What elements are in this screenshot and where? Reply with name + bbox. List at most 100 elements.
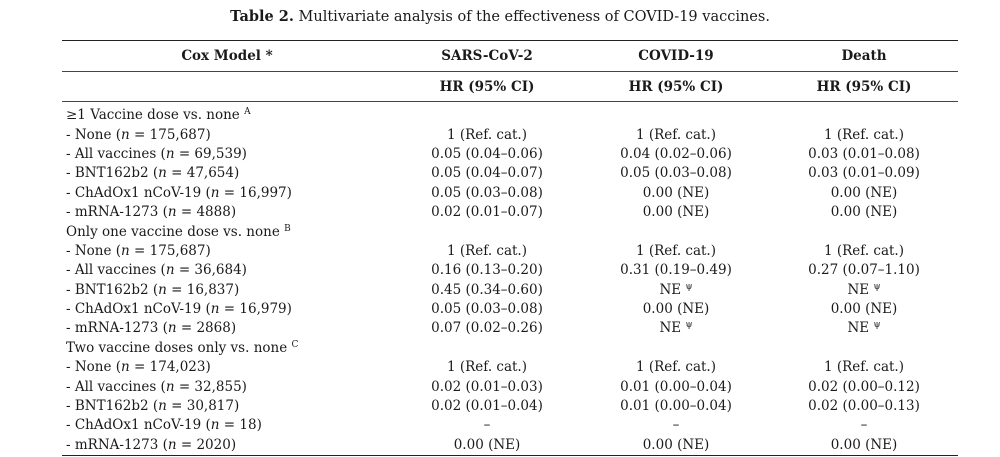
- row-label-count: = 2868): [176, 320, 237, 337]
- cell-sars-cov-2: 0.02 (0.01–0.07): [431, 204, 543, 221]
- row-label-n: n: [165, 378, 175, 395]
- row-label-n: n: [121, 126, 130, 143]
- cell-death: 1 (Ref. cat.): [824, 126, 904, 143]
- row-label-count: = 175,687): [129, 126, 211, 143]
- row-label-n: n: [158, 398, 167, 415]
- row-label-name: - None (: [66, 126, 122, 143]
- table-row: - BNT162b2 (n = 16,837) 0.45 (0.34–0.60) N…: [62, 281, 958, 300]
- cell-death: 0.00 (NE): [770, 435, 958, 457]
- section-header-row: ≥1 Vaccine dose vs. none A: [62, 102, 958, 126]
- cell-covid-19: 0.00 (NE): [642, 184, 710, 201]
- section-footnote-marker: A: [244, 107, 251, 118]
- cell-death: 0.00 (NE): [830, 204, 898, 221]
- cell-sars-cov-2: 1 (Ref. cat.): [447, 359, 527, 376]
- row-label-n: n: [167, 436, 177, 453]
- cell-covid-19: 1 (Ref. cat.): [636, 242, 716, 259]
- table-row: - ChAdOx1 nCoV-19 (n = 18) – – –: [62, 416, 958, 435]
- row-label-n: n: [210, 417, 220, 434]
- cell-sars-cov-2: 0.05 (0.04–0.06): [431, 145, 543, 162]
- table-row: - None (n = 174,023) 1 (Ref. cat.) 1 (Ref.…: [62, 358, 958, 377]
- row-label-count: = 174,023): [129, 359, 211, 376]
- not-estimable-footnote-marker: ψ: [685, 281, 693, 292]
- cell-sars-cov-2: 0.05 (0.03–0.08): [431, 301, 543, 318]
- section-header-row: Two vaccine doses only vs. none C: [62, 339, 958, 358]
- row-label: - mRNA-1273 (n = 4888): [62, 203, 392, 222]
- row-label-count: = 18): [219, 417, 262, 434]
- cell-covid-19: –: [672, 417, 680, 434]
- table-caption-label: Table 2.: [230, 8, 294, 25]
- row-label-name: - None (: [66, 242, 122, 259]
- row-label-count: = 47,654): [166, 165, 240, 182]
- not-estimable-footnote-marker: ψ: [685, 320, 693, 331]
- header-sub-empty: [62, 71, 392, 102]
- row-label-n: n: [121, 242, 130, 259]
- row-label-name: - mRNA-1273 (: [66, 436, 168, 453]
- row-label-n: n: [210, 301, 220, 318]
- section-title: Only one vaccine dose vs. none B: [62, 222, 958, 241]
- row-label-name: - BNT162b2 (: [66, 398, 159, 415]
- row-label-name: - ChAdOx1 nCoV-19 (: [66, 301, 211, 318]
- cell-sars-cov-2: 0.07 (0.02–0.26): [431, 320, 543, 337]
- cell-covid-19: 0.00 (NE): [642, 301, 710, 318]
- cell-covid-19: 0.31 (0.19–0.49): [620, 262, 732, 279]
- vaccine-effectiveness-table: Cox Model * SARS-CoV-2 COVID-19 Death HR…: [62, 40, 958, 457]
- row-label-n: n: [167, 320, 177, 337]
- row-label: - mRNA-1273 (n = 2868): [62, 319, 392, 338]
- row-label-name: - ChAdOx1 nCoV-19 (: [66, 417, 211, 434]
- not-estimable-footnote-marker: ψ: [873, 281, 881, 292]
- row-label-count: = 175,687): [129, 242, 211, 259]
- cell-death: 1 (Ref. cat.): [824, 359, 904, 376]
- row-label-n: n: [158, 281, 167, 298]
- table-row: - mRNA-1273 (n = 2868) 0.07 (0.02–0.26) NE…: [62, 319, 958, 338]
- cell-covid-19: 0.05 (0.03–0.08): [620, 165, 732, 182]
- table-row: - mRNA-1273 (n = 2020) 0.00 (NE) 0.00 (NE)…: [62, 435, 958, 457]
- table-caption-text: Multivariate analysis of the effectivene…: [298, 9, 770, 25]
- table-row: - None (n = 175,687) 1 (Ref. cat.) 1 (Ref.…: [62, 125, 958, 144]
- row-label-count: = 4888): [176, 204, 237, 221]
- row-label-name: - All vaccines (: [66, 145, 166, 162]
- header-cox-model: Cox Model *: [62, 40, 392, 72]
- cell-death: NE ψ: [847, 281, 881, 298]
- not-estimable-footnote-marker: ψ: [873, 320, 881, 331]
- row-label: - BNT162b2 (n = 30,817): [62, 397, 392, 416]
- row-label-name: - All vaccines (: [66, 262, 166, 279]
- section-header-row: Only one vaccine dose vs. none B: [62, 222, 958, 241]
- cell-sars-cov-2: –: [483, 417, 491, 434]
- row-label: - All vaccines (n = 32,855): [62, 377, 392, 396]
- row-label: - All vaccines (n = 69,539): [62, 145, 392, 164]
- table-row: - None (n = 175,687) 1 (Ref. cat.) 1 (Ref.…: [62, 242, 958, 261]
- cell-covid-19: 0.01 (0.00–0.04): [620, 378, 732, 395]
- table-row: - ChAdOx1 nCoV-19 (n = 16,997) 0.05 (0.03…: [62, 184, 958, 203]
- row-label-n: n: [167, 204, 177, 221]
- cell-covid-19: 0.01 (0.00–0.04): [620, 398, 732, 415]
- header-hr-death: HR (95% CI): [770, 71, 958, 102]
- row-label-n: n: [165, 145, 175, 162]
- cell-covid-19: 1 (Ref. cat.): [636, 126, 716, 143]
- section-title: ≥1 Vaccine dose vs. none A: [62, 102, 958, 126]
- cell-sars-cov-2: 1 (Ref. cat.): [447, 126, 527, 143]
- cell-sars-cov-2: 0.00 (NE): [392, 435, 582, 457]
- row-label-name: - ChAdOx1 nCoV-19 (: [66, 184, 211, 201]
- cell-death: 0.03 (0.01–0.09): [808, 165, 920, 182]
- cell-covid-19: NE ψ: [659, 320, 693, 337]
- row-label-count: = 16,997): [219, 184, 292, 201]
- section-title-text: ≥1 Vaccine dose vs. none: [66, 107, 240, 124]
- row-label: - None (n = 174,023): [62, 358, 392, 377]
- row-label: - BNT162b2 (n = 16,837): [62, 281, 392, 300]
- row-label-count: = 2020): [176, 436, 237, 453]
- row-label: - BNT162b2 (n = 47,654): [62, 164, 392, 183]
- cell-sars-cov-2: 1 (Ref. cat.): [447, 242, 527, 259]
- cell-death: 0.00 (NE): [830, 184, 898, 201]
- row-label-name: - mRNA-1273 (: [66, 204, 168, 221]
- row-label: - ChAdOx1 nCoV-19 (n = 16,979): [62, 300, 392, 319]
- cell-death: 0.02 (0.00–0.13): [808, 398, 920, 415]
- row-label: - mRNA-1273 (n = 2020): [62, 435, 392, 457]
- header-hr-sars: HR (95% CI): [392, 71, 582, 102]
- table-row: - ChAdOx1 nCoV-19 (n = 16,979) 0.05 (0.03…: [62, 300, 958, 319]
- cell-covid-19: 0.00 (NE): [642, 204, 710, 221]
- row-label: - ChAdOx1 nCoV-19 (n = 16,997): [62, 184, 392, 203]
- header-covid-19: COVID-19: [582, 40, 770, 72]
- header-death: Death: [770, 40, 958, 72]
- cell-covid-19: 0.00 (NE): [582, 435, 770, 457]
- cell-sars-cov-2: 0.02 (0.01–0.04): [431, 398, 543, 415]
